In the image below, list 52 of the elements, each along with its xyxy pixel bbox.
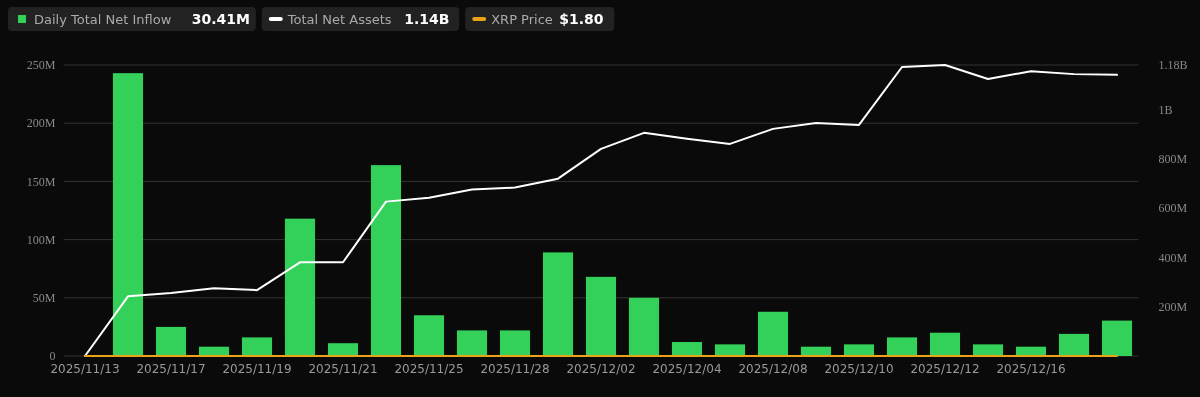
bar xyxy=(1101,320,1133,356)
y-tick-label: 250M xyxy=(26,58,56,73)
x-tick-label: 2025/11/13 xyxy=(50,362,120,376)
bar xyxy=(499,330,531,356)
bar xyxy=(155,326,187,356)
x-tick-label: 2025/12/16 xyxy=(996,362,1066,376)
bar xyxy=(628,297,660,356)
bar xyxy=(370,165,402,356)
bar xyxy=(585,276,617,356)
legend-label: Daily Total Net Inflow xyxy=(34,12,172,27)
bar xyxy=(886,337,918,356)
y2-tick-label: 200M xyxy=(1158,299,1188,314)
bar xyxy=(284,218,316,356)
y-tick-label: 200M xyxy=(26,116,56,131)
bar xyxy=(413,315,445,356)
bar xyxy=(714,344,746,356)
bar xyxy=(112,73,144,356)
line-series xyxy=(84,64,1118,357)
x-tick-label: 2025/11/17 xyxy=(136,362,206,376)
bar xyxy=(241,337,273,356)
bar xyxy=(757,311,789,356)
text: $1.80 xyxy=(559,11,604,27)
y-tick-label: 150M xyxy=(26,174,56,189)
text: 30.41M xyxy=(191,11,251,27)
y-tick-label: 0 xyxy=(49,349,56,364)
bar xyxy=(456,330,488,356)
y2-tick-label: 400M xyxy=(1158,250,1188,265)
bar xyxy=(671,342,703,356)
y2-tick-label: 1B xyxy=(1158,102,1173,117)
y2-tick-label: 1.18B xyxy=(1158,58,1188,73)
y2-tick-label: 800M xyxy=(1158,151,1188,166)
bar xyxy=(1058,333,1090,356)
legend-label: Total Net Assets xyxy=(286,12,392,27)
text: 1.14B xyxy=(404,11,450,27)
x-tick-label: 2025/12/10 xyxy=(824,362,894,376)
bar xyxy=(929,332,961,356)
x-tick-label: 2025/11/28 xyxy=(480,362,550,376)
x-tick-label: 2025/11/19 xyxy=(222,362,292,376)
x-tick-label: 2025/12/08 xyxy=(738,362,808,376)
bar xyxy=(327,343,359,356)
y-tick-label: 100M xyxy=(26,232,56,247)
x-tick-label: 2025/12/12 xyxy=(910,362,980,376)
bar xyxy=(972,344,1004,356)
y2-tick-label: 600M xyxy=(1158,201,1188,216)
bar xyxy=(843,344,875,356)
x-tick-label: 2025/12/02 xyxy=(566,362,636,376)
legend-label: XRP Price xyxy=(491,12,553,27)
x-tick-label: 2025/12/04 xyxy=(652,362,722,376)
y-tick-label: 50M xyxy=(32,291,56,305)
x-tick-label: 2025/11/21 xyxy=(308,362,378,376)
bar xyxy=(542,252,574,356)
x-tick-label: 2025/11/25 xyxy=(394,362,464,376)
